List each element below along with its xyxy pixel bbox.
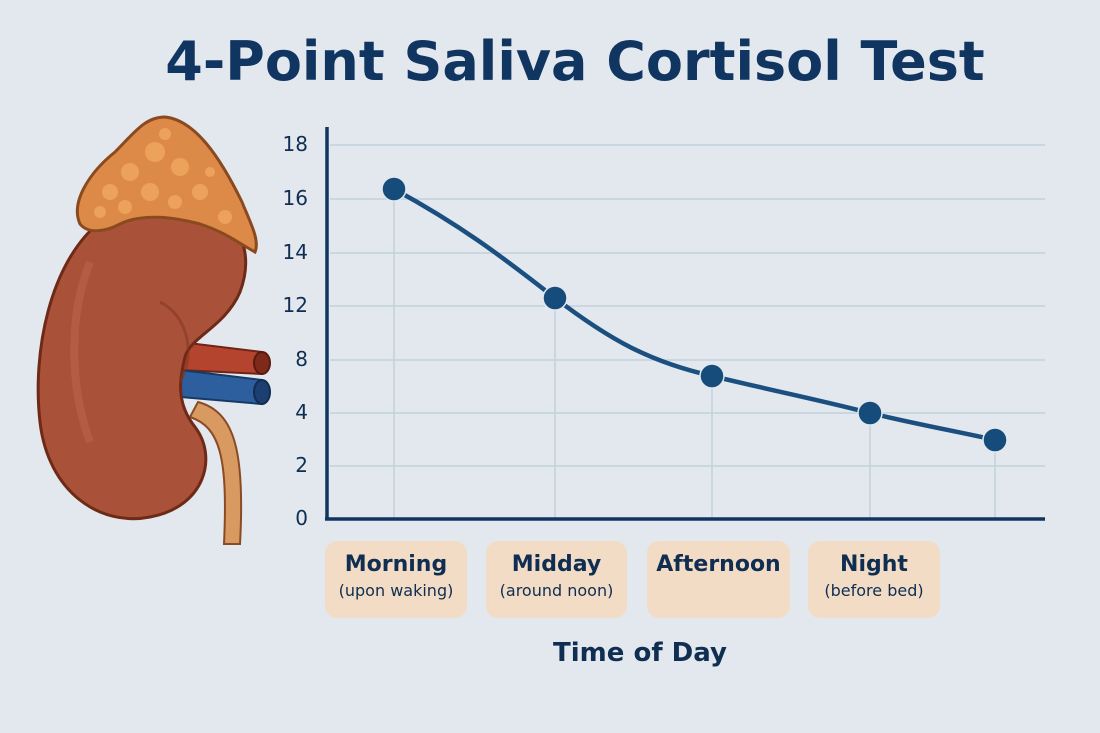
category-night: Night (before bed) [808,541,940,618]
y-tick: 14 [282,240,308,264]
category-midday: Midday (around noon) [486,541,627,618]
category-afternoon: Afternoon [647,541,790,618]
category-label: Midday [511,552,602,577]
category-label: Morning [344,552,448,577]
chart-title: 4-Point Saliva Cortisol Test [165,30,985,93]
y-tick: 4 [295,400,308,424]
cortisol-line [392,187,996,443]
axes [325,127,1045,521]
category-morning: Morning (upon waking) [325,541,467,618]
category-sublabel: (before bed) [824,581,924,600]
category-label: Night [840,552,908,577]
gridlines [330,144,1045,519]
y-tick: 0 [295,506,308,530]
y-tick: 18 [282,132,308,156]
category-label: Afternoon [656,552,781,577]
data-points [381,176,1008,453]
x-axis-label: Time of Day [553,638,727,668]
y-tick: 8 [295,347,308,371]
y-tick: 12 [282,293,308,317]
y-tick: 2 [295,453,308,477]
kidney-illustration-icon [36,115,271,545]
y-tick: 16 [282,186,308,210]
category-sublabel: (upon waking) [338,581,454,600]
category-sublabel: (around noon) [499,581,614,600]
